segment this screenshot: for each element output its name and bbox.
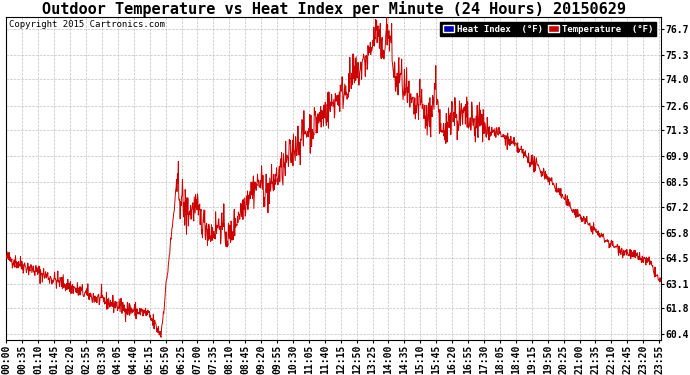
Legend: Heat Index  (°F), Temperature  (°F): Heat Index (°F), Temperature (°F) — [440, 22, 656, 36]
Title: Outdoor Temperature vs Heat Index per Minute (24 Hours) 20150629: Outdoor Temperature vs Heat Index per Mi… — [41, 2, 626, 17]
Text: Copyright 2015 Cartronics.com: Copyright 2015 Cartronics.com — [9, 20, 165, 29]
